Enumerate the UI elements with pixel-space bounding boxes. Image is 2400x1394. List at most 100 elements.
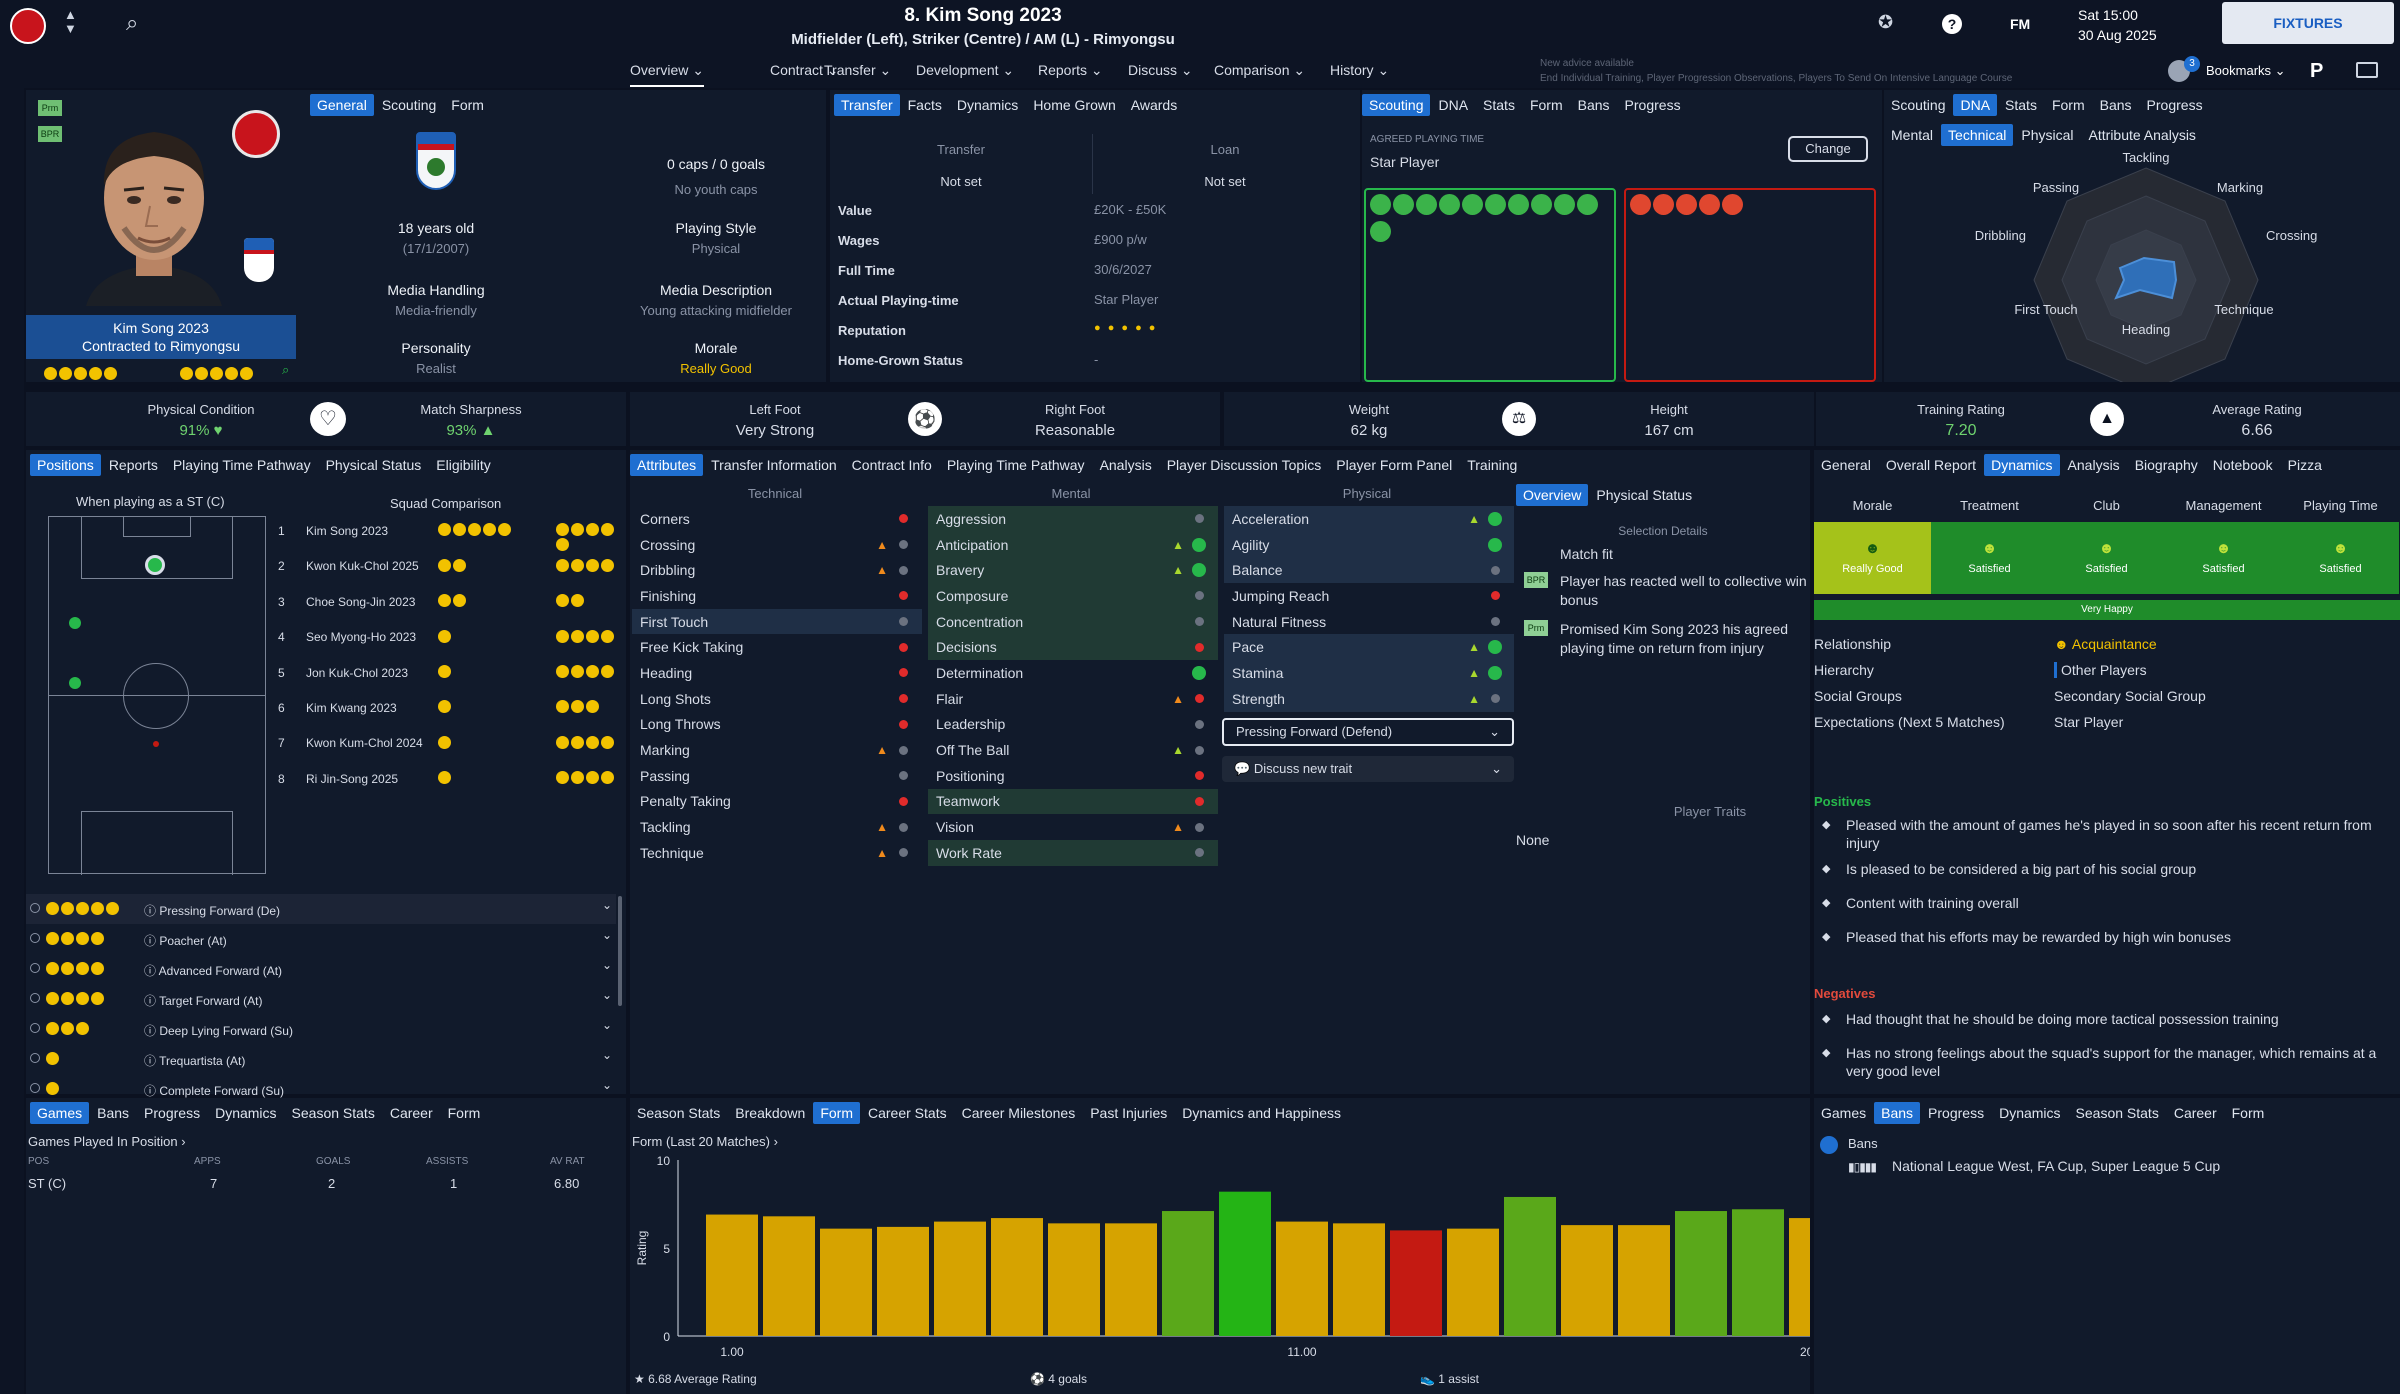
mental-attribute-row[interactable]: Teamwork [928, 788, 1218, 815]
tab-analysis2[interactable]: Analysis [2067, 457, 2120, 473]
tab-eligibility[interactable]: Eligibility [436, 457, 491, 473]
form-bar[interactable] [1618, 1225, 1670, 1336]
mental-attribute-row[interactable]: Determination [928, 660, 1218, 686]
advice-text[interactable]: End Individual Training, Player Progress… [1540, 73, 2013, 84]
form-bar[interactable] [1276, 1221, 1328, 1336]
mental-attribute-row[interactable]: Work Rate [928, 839, 1218, 866]
chevron-down-icon[interactable]: ⌄ [601, 898, 612, 912]
tab-form[interactable]: Form [451, 97, 484, 113]
tab-facts[interactable]: Facts [907, 97, 942, 113]
strength-icon[interactable] [1577, 194, 1598, 215]
tab-playing-time-pathway[interactable]: Playing Time Pathway [172, 457, 311, 473]
technical-attribute-row[interactable]: Crossing ▲ [632, 532, 922, 558]
tab-player-discussion-topics[interactable]: Player Discussion Topics [1166, 457, 1322, 473]
tab-playing-time-pathway2[interactable]: Playing Time Pathway [946, 457, 1085, 473]
technical-attribute-row[interactable]: Long Throws [632, 712, 922, 738]
squad-row[interactable]: 5 Jon Kuk-Chol 2023 [276, 658, 626, 693]
tab-home-grown[interactable]: Home Grown [1033, 97, 1116, 113]
tab-career[interactable]: Career [389, 1105, 433, 1121]
tab-past-injuries[interactable]: Past Injuries [1090, 1105, 1168, 1121]
weakness-icon[interactable] [1676, 194, 1697, 215]
weakness-icon[interactable] [1653, 194, 1674, 215]
role-row[interactable]: ⓘ Pressing Forward (De) ⌄ [26, 894, 616, 924]
weakness-icon[interactable] [1630, 194, 1651, 215]
tab-transfer-information[interactable]: Transfer Information [711, 457, 837, 473]
form-bar[interactable] [1390, 1230, 1442, 1336]
tab-scouting2[interactable]: Scouting [1362, 94, 1431, 116]
tab-contract-info[interactable]: Contract Info [851, 457, 932, 473]
tab-career-stats[interactable]: Career Stats [868, 1105, 947, 1121]
mental-attribute-row[interactable]: Anticipation ▲ [928, 531, 1218, 558]
tab-form5[interactable]: Form [813, 1102, 860, 1124]
tab-stats2[interactable]: Stats [2005, 97, 2037, 113]
tab-career2[interactable]: Career [2173, 1105, 2217, 1121]
radio-icon[interactable] [30, 993, 40, 1003]
technical-attribute-row[interactable]: Tackling ▲ [632, 814, 922, 840]
tab-progress4[interactable]: Progress [1928, 1105, 1985, 1121]
nav-transfer[interactable]: Transfer ⌄ [824, 62, 892, 78]
radio-icon[interactable] [30, 933, 40, 943]
technical-attribute-row[interactable]: Corners [632, 506, 922, 532]
form-bar[interactable] [1447, 1228, 1499, 1336]
tab-positions[interactable]: Positions [30, 454, 101, 476]
sort-arrows-icon[interactable]: ▲ ▼ [64, 7, 77, 36]
squad-row[interactable]: 7 Kwon Kum-Chol 2024 [276, 728, 626, 763]
world-icon[interactable]: ✪ [1878, 12, 1894, 32]
technical-attribute-row[interactable]: Marking ▲ [632, 737, 922, 763]
tab-physical-status2[interactable]: Physical Status [1596, 487, 1693, 503]
tab-dna2[interactable]: DNA [1953, 94, 1998, 116]
tab-bans[interactable]: Bans [1577, 97, 1610, 113]
weakness-icon[interactable] [1722, 194, 1743, 215]
form-bar[interactable] [763, 1216, 815, 1336]
change-button[interactable]: Change [1788, 136, 1868, 162]
radio-icon[interactable] [30, 903, 40, 913]
squad-row[interactable]: 4 Seo Myong-Ho 2023 [276, 622, 626, 657]
tab-progress[interactable]: Progress [1624, 97, 1681, 113]
chevron-down-icon[interactable]: ⌄ [601, 1018, 612, 1032]
mental-attribute-row[interactable]: Leadership [928, 712, 1218, 738]
squad-row[interactable]: 6 Kim Kwang 2023 [276, 693, 626, 728]
form-bar[interactable] [877, 1226, 929, 1336]
fixtures-button[interactable]: FIXTURES [2222, 2, 2394, 44]
technical-attribute-row[interactable]: Free Kick Taking [632, 634, 922, 660]
role-row[interactable]: ⓘ Target Forward (At) ⌄ [26, 984, 616, 1014]
tab-general2[interactable]: General [1821, 457, 1871, 473]
role-row[interactable]: ⓘ Advanced Forward (At) ⌄ [26, 954, 616, 984]
fm-label[interactable]: FM [2010, 16, 2031, 32]
club-logo-icon[interactable] [10, 8, 46, 44]
physical-attribute-row[interactable]: Natural Fitness [1224, 609, 1514, 635]
tab-bans2[interactable]: Bans [2099, 97, 2132, 113]
bookmarks-button[interactable]: Bookmarks ⌄ [2206, 63, 2286, 78]
tab-dynamics3[interactable]: Dynamics [215, 1105, 277, 1121]
form-bar[interactable] [820, 1228, 872, 1336]
tab-form4[interactable]: Form [447, 1105, 481, 1121]
tab-form3[interactable]: Form [2051, 97, 2085, 113]
form-bar[interactable] [1333, 1223, 1385, 1336]
help-icon[interactable]: ? [1942, 14, 1962, 34]
strength-icon[interactable] [1416, 194, 1437, 215]
nav-discuss[interactable]: Discuss ⌄ [1128, 62, 1193, 78]
tab-breakdown[interactable]: Breakdown [735, 1105, 806, 1121]
physical-attribute-row[interactable]: Pace ▲ [1224, 634, 1514, 661]
tab-form2[interactable]: Form [1529, 97, 1563, 113]
physical-attribute-row[interactable]: Balance [1224, 557, 1514, 584]
technical-attribute-row[interactable]: Penalty Taking [632, 789, 922, 815]
role-row[interactable]: ⓘ Complete Forward (Su) ⌄ [26, 1074, 616, 1104]
technical-attribute-row[interactable]: Long Shots [632, 686, 922, 712]
strength-icon[interactable] [1554, 194, 1575, 215]
squad-row[interactable]: 1 Kim Song 2023 [276, 516, 626, 551]
tab-progress3[interactable]: Progress [144, 1105, 201, 1121]
strength-icon[interactable] [1508, 194, 1529, 215]
screen-icon[interactable] [2356, 62, 2378, 78]
technical-attribute-row[interactable]: Heading [632, 660, 922, 686]
tab-dynamics4[interactable]: Dynamics [1999, 1105, 2061, 1121]
mental-attribute-row[interactable]: Aggression [928, 506, 1218, 532]
form-bar[interactable] [1504, 1196, 1556, 1336]
form-bar[interactable] [1162, 1211, 1214, 1336]
form-title[interactable]: Form (Last 20 Matches) › [632, 1134, 778, 1149]
chevron-down-icon[interactable]: ⌄ [601, 988, 612, 1002]
strength-icon[interactable] [1531, 194, 1552, 215]
strength-icon[interactable] [1439, 194, 1460, 215]
mental-attribute-row[interactable]: Decisions [928, 634, 1218, 661]
strength-icon[interactable] [1485, 194, 1506, 215]
